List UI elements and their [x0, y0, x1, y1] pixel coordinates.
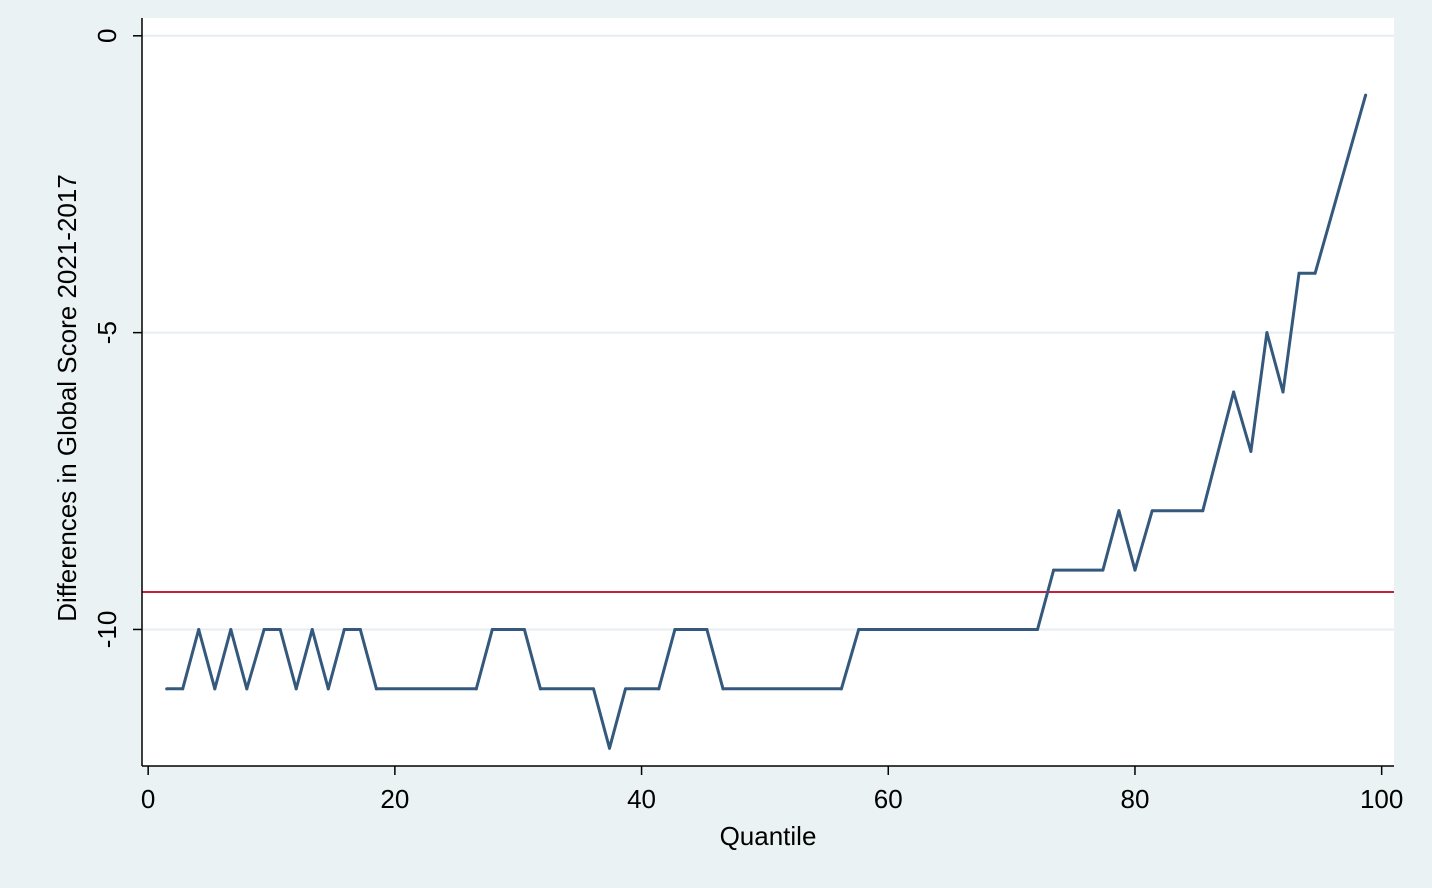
data-point [839, 687, 843, 691]
data-point [705, 627, 709, 631]
data-point [374, 687, 378, 691]
data-point [358, 627, 362, 631]
data-point [657, 687, 661, 691]
x-tick-label: 60 [874, 784, 903, 814]
data-point [1133, 568, 1137, 572]
data-point [165, 687, 169, 691]
x-tick-label: 100 [1360, 784, 1403, 814]
data-point [1036, 627, 1040, 631]
data-point [1249, 449, 1253, 453]
y-axis-title: Differences in Global Score 2021-2017 [52, 174, 82, 622]
x-axis-title: Quantile [720, 821, 817, 851]
data-point [1117, 509, 1121, 513]
series-points [165, 93, 1368, 750]
data-point [624, 687, 628, 691]
data-point [857, 627, 861, 631]
data-point [1281, 390, 1285, 394]
data-point [1232, 390, 1236, 394]
data-point [278, 627, 282, 631]
x-tick-label: 40 [627, 784, 656, 814]
data-point [721, 687, 725, 691]
data-point [1297, 271, 1301, 275]
y-tick-label: -5 [92, 321, 122, 344]
data-point [490, 627, 494, 631]
plot-area [142, 18, 1394, 766]
data-point [607, 746, 611, 750]
data-point [1201, 509, 1205, 513]
x-axis-ticks: 0 20 40 60 80 100 [141, 766, 1403, 814]
data-point [1364, 93, 1368, 97]
data-point [673, 627, 677, 631]
data-point [213, 687, 217, 691]
data-point [262, 627, 266, 631]
y-axis-ticks: 0 -5 -10 [92, 29, 142, 649]
data-point [310, 627, 314, 631]
data-point [1150, 509, 1154, 513]
data-point [474, 687, 478, 691]
data-point [197, 627, 201, 631]
x-tick-label: 0 [141, 784, 155, 814]
y-tick-label: -10 [92, 611, 122, 649]
data-point [342, 627, 346, 631]
data-point [591, 687, 595, 691]
data-point [538, 687, 542, 691]
data-point [1052, 568, 1056, 572]
data-point [229, 627, 233, 631]
x-tick-label: 20 [380, 784, 409, 814]
data-point [1265, 331, 1269, 335]
data-point [245, 687, 249, 691]
data-point [1101, 568, 1105, 572]
y-tick-label: 0 [92, 29, 122, 43]
data-point [326, 687, 330, 691]
data-point [522, 627, 526, 631]
data-point [181, 687, 185, 691]
x-tick-label: 80 [1121, 784, 1150, 814]
data-point [294, 687, 298, 691]
data-point [1313, 271, 1317, 275]
